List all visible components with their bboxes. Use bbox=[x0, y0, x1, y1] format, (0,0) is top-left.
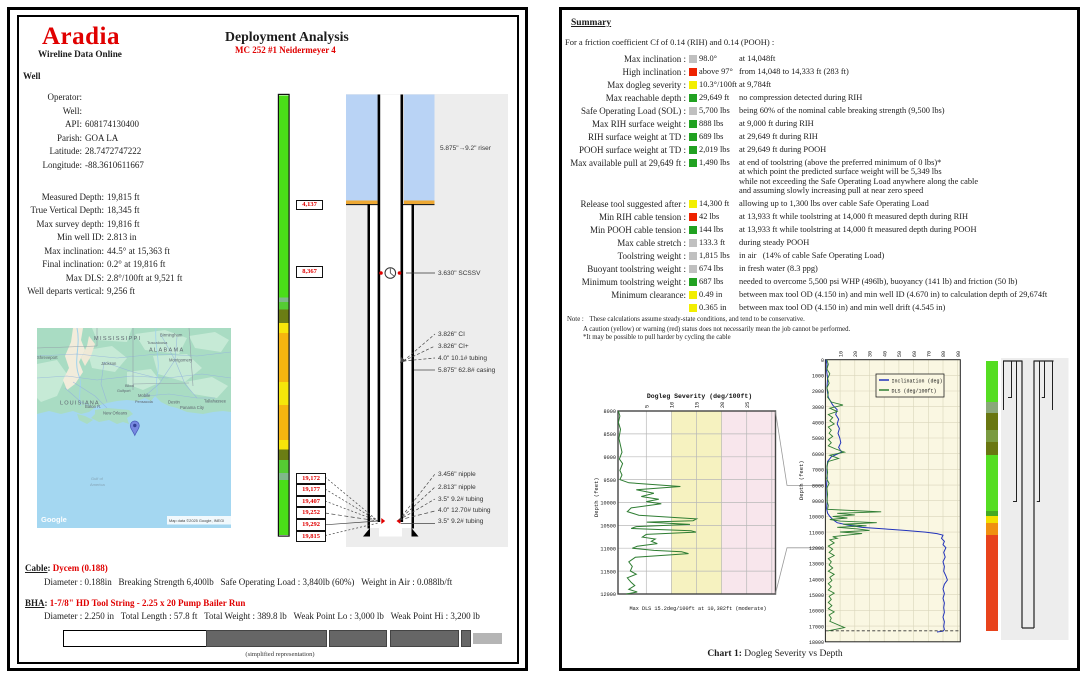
svg-text:12000: 12000 bbox=[809, 546, 824, 552]
svg-text:3000: 3000 bbox=[812, 405, 824, 411]
svg-text:DLS (deg/100ft): DLS (deg/100ft) bbox=[892, 389, 937, 395]
svg-text:1000: 1000 bbox=[812, 374, 824, 380]
svg-text:5: 5 bbox=[645, 405, 651, 408]
svg-text:9000: 9000 bbox=[812, 499, 824, 505]
svg-text:10500: 10500 bbox=[600, 524, 616, 530]
svg-text:Panama City: Panama City bbox=[180, 405, 205, 410]
svg-text:90: 90 bbox=[956, 351, 962, 357]
svg-text:5000: 5000 bbox=[812, 436, 824, 442]
svg-text:13000: 13000 bbox=[809, 562, 824, 568]
svg-text:7000: 7000 bbox=[812, 468, 824, 474]
svg-text:Gulfport: Gulfport bbox=[117, 389, 131, 393]
svg-text:0: 0 bbox=[821, 358, 824, 364]
svg-text:Max DLS 15.2deg/100ft at 10,38: Max DLS 15.2deg/100ft at 10,382ft (moder… bbox=[630, 606, 767, 612]
svg-text:Inclination (deg): Inclination (deg) bbox=[892, 379, 943, 385]
svg-text:70: 70 bbox=[927, 351, 933, 357]
svg-text:6000: 6000 bbox=[812, 452, 824, 458]
svg-text:Tallahassee: Tallahassee bbox=[204, 399, 227, 404]
svg-text:Depth (feet): Depth (feet) bbox=[593, 477, 600, 517]
svg-text:12000: 12000 bbox=[600, 592, 616, 598]
svg-text:18000: 18000 bbox=[809, 640, 824, 646]
svg-text:Destin: Destin bbox=[168, 400, 181, 405]
svg-text:Mobile: Mobile bbox=[138, 393, 151, 398]
svg-text:Tuscaloosa: Tuscaloosa bbox=[147, 340, 168, 345]
svg-text:Montgomery: Montgomery bbox=[169, 358, 193, 363]
svg-text:2000: 2000 bbox=[812, 389, 824, 395]
svg-text:11000: 11000 bbox=[600, 546, 616, 552]
svg-text:10: 10 bbox=[670, 402, 676, 408]
svg-text:10000: 10000 bbox=[600, 501, 616, 507]
svg-text:10000: 10000 bbox=[809, 515, 824, 521]
svg-text:Jackson: Jackson bbox=[101, 361, 117, 366]
svg-text:4000: 4000 bbox=[812, 421, 824, 427]
svg-text:8000: 8000 bbox=[812, 483, 824, 489]
svg-text:Google: Google bbox=[41, 515, 67, 524]
svg-text:15000: 15000 bbox=[809, 593, 824, 599]
svg-text:8000: 8000 bbox=[604, 409, 616, 415]
svg-text:Dogleg Severity (deg/100ft): Dogleg Severity (deg/100ft) bbox=[647, 393, 752, 400]
svg-text:10: 10 bbox=[838, 351, 844, 357]
svg-text:ALABAMA: ALABAMA bbox=[149, 348, 185, 354]
svg-text:Map data ©2025 Google, INEGI: Map data ©2025 Google, INEGI bbox=[169, 518, 224, 523]
svg-text:16000: 16000 bbox=[809, 609, 824, 615]
svg-text:MISSISSIPPI: MISSISSIPPI bbox=[94, 336, 142, 342]
svg-text:15: 15 bbox=[695, 402, 701, 408]
svg-text:14000: 14000 bbox=[809, 577, 824, 583]
svg-text:17000: 17000 bbox=[809, 624, 824, 630]
svg-text:11500: 11500 bbox=[600, 569, 616, 575]
svg-text:20: 20 bbox=[853, 351, 859, 357]
svg-text:9500: 9500 bbox=[604, 478, 616, 484]
svg-text:Baton R.: Baton R. bbox=[85, 404, 101, 409]
svg-text:25: 25 bbox=[745, 402, 751, 408]
svg-text:20: 20 bbox=[720, 402, 726, 408]
svg-text:40: 40 bbox=[882, 351, 888, 357]
svg-text:New Orleans: New Orleans bbox=[103, 411, 127, 416]
svg-text:Shreveport: Shreveport bbox=[37, 355, 58, 360]
svg-text:Biloxi: Biloxi bbox=[125, 384, 134, 388]
svg-text:Gulf of: Gulf of bbox=[91, 476, 104, 481]
svg-text:60: 60 bbox=[912, 351, 918, 357]
svg-text:11000: 11000 bbox=[809, 530, 824, 536]
svg-text:9000: 9000 bbox=[604, 455, 616, 461]
svg-text:LOUISIANA: LOUISIANA bbox=[60, 401, 100, 407]
svg-text:8500: 8500 bbox=[604, 432, 616, 438]
svg-text:30: 30 bbox=[868, 351, 874, 357]
svg-text:80: 80 bbox=[941, 351, 947, 357]
svg-text:Pensacola: Pensacola bbox=[135, 400, 154, 404]
svg-text:Birmingham: Birmingham bbox=[160, 333, 183, 338]
svg-text:America: America bbox=[90, 482, 105, 487]
svg-text:Depth (feet): Depth (feet) bbox=[798, 460, 805, 500]
svg-text:50: 50 bbox=[897, 351, 903, 357]
